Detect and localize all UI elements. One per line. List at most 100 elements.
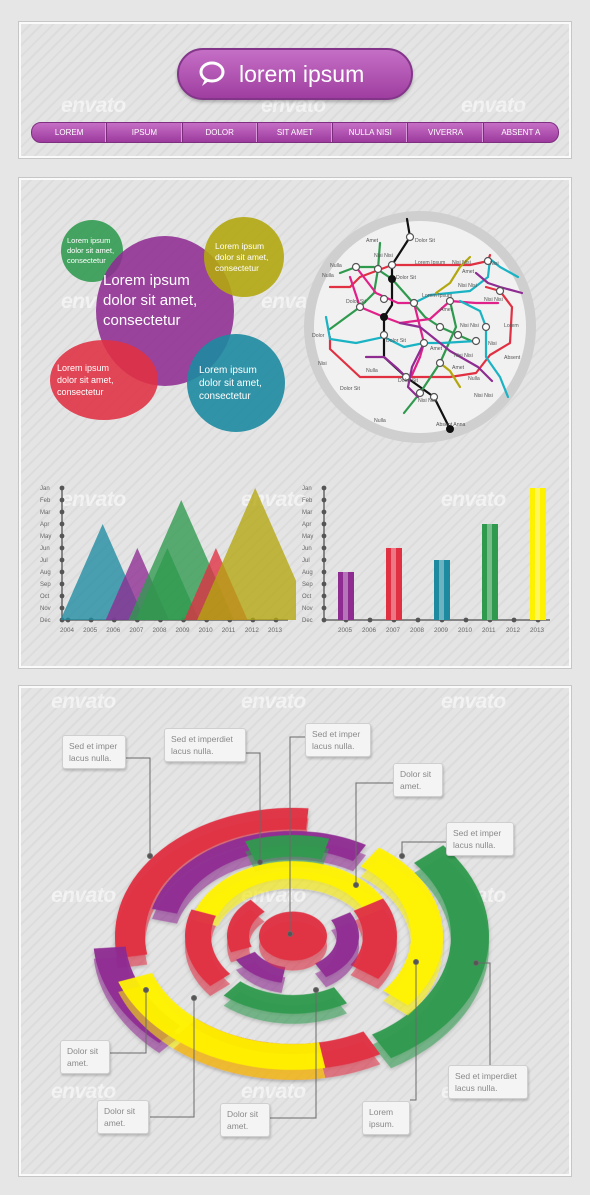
area-y-tick-label: Apr: [40, 522, 49, 528]
nav-bar: LOREM IPSUM DOLOR SIT AMET NULLA NISI VI…: [31, 122, 559, 143]
metro-label: Dolor Sit: [415, 238, 435, 244]
ring-center: [259, 911, 327, 961]
bar-y-tick-dot: [321, 509, 327, 515]
bar-x-tick-label: 2012: [506, 627, 521, 634]
bar-y-tick-dot: [321, 605, 327, 611]
bar-x-tick-label: 2010: [458, 627, 473, 634]
area-peak-green: [135, 548, 200, 620]
bar-y-tick-label: Dec: [302, 618, 313, 624]
area-y-tick-label: Sep: [40, 582, 51, 588]
metro-label: Nisi Nisi: [458, 283, 477, 289]
metro-label: Dolor Sit: [386, 338, 406, 344]
callout: Sed et imperdiet lacus nulla.: [448, 1065, 528, 1099]
area-y-tick-label: Aug: [40, 570, 51, 576]
ring-4-red: [227, 899, 265, 953]
area-y-tick-dot: [59, 521, 65, 527]
area-y-tick-dot: [59, 581, 65, 587]
bar-y-tick-dot: [321, 581, 327, 587]
mountain-area-chart: Jan Feb Mar Apr May Jun Jul Aug Sep Oct Nov Dec 2004…: [40, 485, 296, 634]
nav-item-absent-a[interactable]: ABSENT A: [501, 128, 541, 137]
bubble-teal-text: Lorem ipsum dolor sit amet, consectetur: [199, 364, 262, 402]
nav-item-lorem[interactable]: LOREM: [32, 123, 108, 142]
callout: Dolor sit amet.: [97, 1100, 149, 1134]
bar-2009: [434, 560, 450, 620]
bar-y-tick-label: Jan: [302, 486, 312, 492]
metro-label: Nulla: [330, 263, 342, 269]
bar-y-tick-label: May: [302, 534, 313, 540]
metro-label: Nisi Nisi: [454, 353, 473, 359]
ring-4-purple: [315, 912, 359, 978]
bar-y-tick-label: Feb: [302, 498, 313, 504]
area-x-tick-label: 2012: [245, 627, 260, 634]
metro-label: Nisi Nisi: [418, 398, 437, 404]
metro-label: Nisi Nisi: [484, 297, 503, 303]
bar-x-tick-label: 2006: [362, 627, 377, 634]
bar-highlight: [391, 548, 396, 620]
metro-label: Lorem Ipsum: [415, 260, 445, 266]
callout: Sed et imper lacus nulla.: [62, 735, 126, 769]
ring-diagram: [93, 736, 491, 1119]
metro-map: Amet Dolor Sit Nisi Nisi Lorem Ipsum Nis…: [304, 211, 536, 443]
search-label: lorem ipsum: [239, 60, 365, 87]
callout: Sed et imperdiet lacus nulla.: [164, 728, 246, 762]
metro-label: Nulla: [322, 273, 334, 279]
ring-2-yellow: [360, 847, 444, 1006]
bar-x-tick-label: 2008: [410, 627, 425, 634]
area-x-tick-label: 2007: [129, 627, 144, 634]
area-peak-olive: [197, 488, 296, 620]
speech-bubble-icon: [195, 57, 229, 91]
ring-outer-yellow: [118, 972, 326, 1070]
metro-label: Nisi Nisi: [374, 253, 393, 259]
metro-label: Nisi: [318, 361, 327, 367]
area-y-tick-label: Feb: [40, 498, 51, 504]
bubble-red: Lorem ipsum dolor sit amet, consectetur: [50, 340, 158, 420]
ring-2-green: [245, 835, 330, 862]
area-y-tick-label: Jul: [40, 558, 48, 564]
bar-y-tick-label: Sep: [302, 582, 313, 588]
metro-label: Amet: [440, 307, 453, 313]
nav-item-nulla-nisi[interactable]: NULLA NISI: [333, 123, 409, 142]
metro-label: Amet: [366, 238, 379, 244]
watermark: envato: [461, 94, 526, 117]
bar-2013: [530, 488, 546, 620]
metro-label: Nisi Nisi: [452, 260, 471, 266]
bar-y-tick-label: Nov: [302, 606, 313, 612]
nav-item-viverra[interactable]: VIVERRA: [408, 123, 484, 142]
callout: Dolor sit amet.: [393, 763, 443, 797]
bar-y-tick-label: Aug: [302, 570, 313, 576]
area-y-tick-dot: [59, 545, 65, 551]
area-y-tick-label: Nov: [40, 606, 51, 612]
search-button[interactable]: lorem ipsum: [177, 48, 413, 100]
area-y-tick-dot: [59, 533, 65, 539]
bar-x-tick-label: 2005: [338, 627, 353, 634]
area-x-tick-label: 2008: [152, 627, 167, 634]
nav-item-ipsum[interactable]: IPSUM: [107, 123, 183, 142]
metro-label: Absent Anna: [436, 422, 466, 428]
area-y-tick-label: Mar: [40, 510, 50, 516]
bubble-teal: Lorem ipsum dolor sit amet, consectetur: [187, 334, 285, 432]
bubble-red-text: Lorem ipsum dolor sit amet, consectetur: [57, 363, 114, 397]
metro-label: Nisi Nisi: [460, 323, 479, 329]
nav-item-dolor[interactable]: DOLOR: [183, 123, 258, 142]
bar-y-tick-dot: [321, 617, 327, 623]
callout: Dolor sit amet.: [60, 1040, 110, 1074]
area-y-tick-label: Jun: [40, 546, 50, 552]
nav-item-sit-amet[interactable]: SIT AMET: [258, 123, 334, 142]
bar-highlight: [439, 560, 444, 620]
bar-x-tick-dot: [415, 617, 421, 623]
watermark: envato: [61, 94, 126, 117]
bubble-purple-text: Lorem ipsum dolor sit amet, consectetur: [103, 272, 198, 329]
metro-label: Dolor Sit: [396, 275, 416, 281]
bar-2011: [482, 524, 498, 620]
bar-y-tick-dot: [321, 545, 327, 551]
bar-x-tick-label: 2013: [530, 627, 545, 634]
ring-3-yellow: [195, 861, 384, 917]
metro-label: Dolor Sit: [398, 378, 418, 384]
bar-x-tick-dot: [463, 617, 469, 623]
metro-label: Nisi Nisi: [474, 393, 493, 399]
bar-2005: [338, 572, 354, 620]
bar-x-tick-label: 2011: [482, 627, 496, 634]
metro-label: Nulla: [366, 368, 378, 374]
area-x-tick-label: 2006: [106, 627, 121, 634]
area-y-tick-dot: [59, 485, 65, 491]
